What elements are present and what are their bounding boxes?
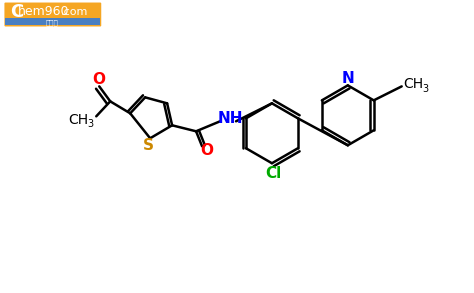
Text: 化工网: 化工网 [46,19,59,26]
Text: .com: .com [60,6,88,16]
Text: S: S [143,138,154,153]
Text: C: C [10,3,24,21]
Text: hem960: hem960 [18,5,69,18]
Text: Cl: Cl [265,166,281,181]
Text: 3: 3 [87,119,93,129]
Text: O: O [201,143,214,158]
Text: O: O [92,72,105,87]
Text: CH: CH [68,113,88,127]
Text: CH: CH [403,77,424,91]
FancyBboxPatch shape [5,18,100,25]
Text: N: N [341,71,354,86]
Text: 3: 3 [423,84,428,94]
Text: NH: NH [217,111,243,126]
FancyBboxPatch shape [4,3,101,26]
